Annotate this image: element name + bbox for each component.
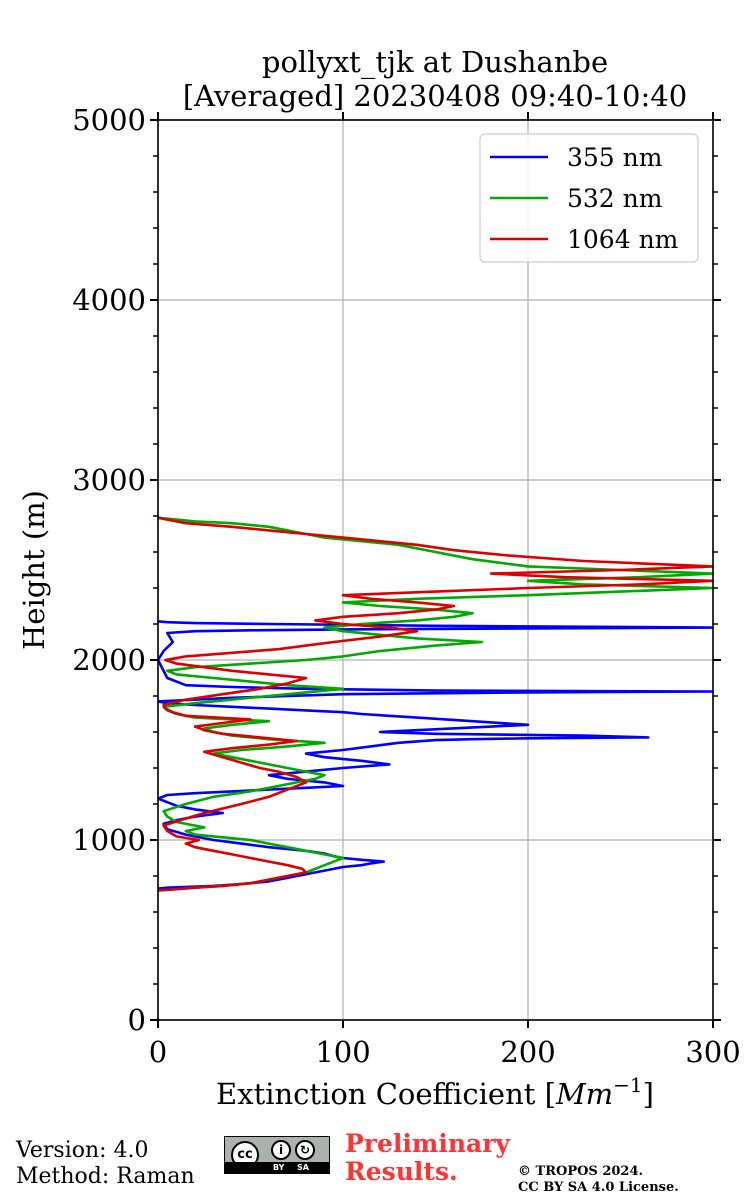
x-tick-label: 100 bbox=[315, 1035, 370, 1069]
legend-box bbox=[479, 133, 699, 263]
x-tick-label: 300 bbox=[685, 1035, 740, 1069]
plot-frame bbox=[157, 119, 714, 1021]
share-alike-icon: ↻ bbox=[295, 1140, 315, 1160]
version-text: Version: 4.0 bbox=[16, 1138, 149, 1163]
chart-title-line1: pollyxt_tjk at Dushanbe bbox=[262, 45, 608, 80]
preliminary-notice: Preliminary Results. bbox=[345, 1130, 510, 1186]
cc-license-badge: cc i ↻ BY SA bbox=[224, 1136, 330, 1174]
badge-sa-text: SA bbox=[297, 1163, 309, 1172]
legend-label: 1064 nm bbox=[567, 225, 679, 254]
x-tick-label: 200 bbox=[500, 1035, 555, 1069]
preliminary-line2: Results. bbox=[345, 1157, 458, 1186]
plot-area bbox=[158, 516, 713, 892]
legend-label: 355 nm bbox=[567, 143, 663, 172]
x-axis-label: Extinction Coefficient [Mm−1] bbox=[216, 1073, 654, 1111]
series-group bbox=[158, 516, 713, 892]
legend-label: 532 nm bbox=[567, 184, 663, 213]
y-tick-label: 3000 bbox=[72, 463, 146, 497]
series-line-1064-nm bbox=[158, 516, 713, 892]
y-axis-label: Height (m) bbox=[17, 490, 51, 650]
y-tick-label: 5000 bbox=[72, 103, 146, 137]
method-text: Method: Raman bbox=[16, 1164, 195, 1189]
copyright-line2: CC BY SA 4.0 License. bbox=[518, 1180, 679, 1195]
legend: 355 nm 532 nm 1064 nm bbox=[479, 133, 699, 263]
y-tick-label: 2000 bbox=[72, 643, 146, 677]
x-tick-label: 0 bbox=[149, 1035, 167, 1069]
copyright: © TROPOS 2024. CC BY SA 4.0 License. bbox=[518, 1164, 679, 1196]
attribution-icon: i bbox=[271, 1140, 291, 1160]
preliminary-line1: Preliminary bbox=[345, 1129, 510, 1158]
copyright-line1: © TROPOS 2024. bbox=[518, 1164, 644, 1179]
series-line-532-nm bbox=[158, 516, 713, 892]
series-line-355-nm bbox=[158, 620, 713, 890]
license-bar: BY SA bbox=[225, 1162, 329, 1173]
y-tick-label: 1000 bbox=[72, 823, 146, 857]
y-tick-label: 4000 bbox=[72, 283, 146, 317]
badge-by-text: BY bbox=[273, 1163, 285, 1172]
y-tick-label: 0 bbox=[128, 1003, 146, 1037]
chart-title-line2: [Averaged] 20230408 09:40-10:40 bbox=[183, 79, 687, 113]
footer-info: Version: 4.0 Method: Raman bbox=[16, 1138, 195, 1190]
